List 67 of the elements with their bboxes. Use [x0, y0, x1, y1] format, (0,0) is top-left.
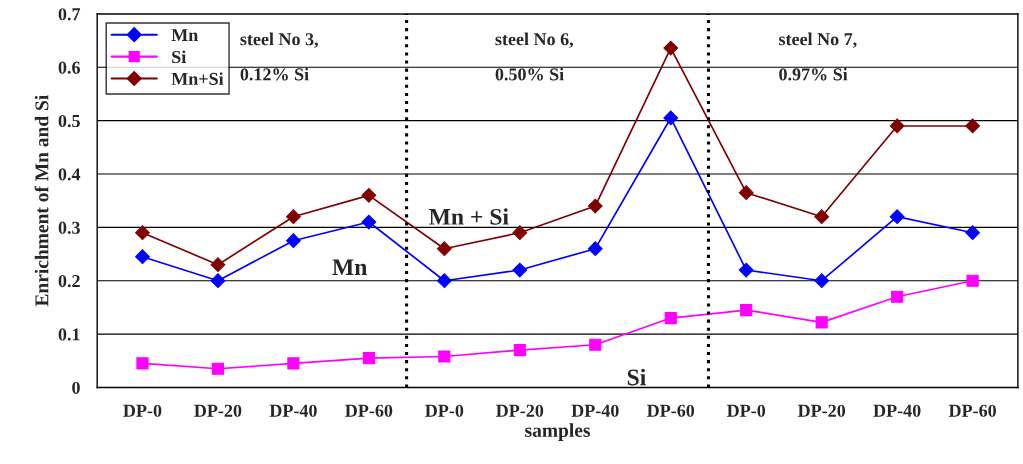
point [287, 357, 300, 370]
x-tick-label: DP-40 [571, 404, 619, 417]
x-tick-label: DP-60 [646, 404, 695, 417]
point [286, 233, 301, 249]
point [587, 241, 603, 257]
y-tick-label: 0.2 [58, 274, 80, 288]
annotation: Si [627, 368, 646, 386]
point [889, 209, 905, 225]
x-tick-label: DP-20 [797, 404, 846, 417]
point [891, 290, 904, 303]
x-tick-label: DP-60 [345, 404, 393, 417]
annotation: steel No 3, 0.12% Si [240, 32, 318, 81]
x-tick-label: DP-40 [873, 404, 921, 417]
point [512, 262, 528, 278]
point [436, 273, 452, 289]
y-tick-label: 0 [72, 381, 80, 394]
point [210, 273, 226, 289]
x-tick-label: DP-20 [496, 404, 544, 417]
x-tick-label: DP-0 [425, 404, 464, 417]
point [814, 209, 830, 225]
point [135, 225, 150, 241]
point [513, 344, 526, 357]
point [211, 362, 225, 375]
point [740, 303, 753, 317]
point [286, 209, 301, 225]
point [814, 273, 830, 289]
y-tick-label: 0.4 [58, 168, 81, 181]
x-tick-label: DP-60 [948, 404, 996, 417]
y-axis-title: Enrichment of Mn and Si [34, 95, 49, 307]
point [135, 249, 150, 265]
point [136, 357, 149, 370]
x-tick-label: DP-20 [194, 404, 242, 417]
x-tick-label: DP-40 [269, 404, 317, 417]
point [738, 185, 754, 201]
legend-label: Mn [171, 29, 199, 41]
annotation: Mn [332, 259, 368, 275]
y-tick-label: 0.1 [58, 328, 80, 341]
point [210, 257, 226, 273]
y-tick-label: 0.7 [58, 8, 81, 21]
y-tick-label: 0.3 [58, 221, 80, 234]
annotation: Mn + Si [429, 208, 509, 225]
legend-label: Mn+Si [171, 72, 224, 85]
point [589, 338, 602, 351]
point [663, 110, 679, 126]
annotation: steel No 6, 0.50% Si [495, 32, 573, 81]
point [361, 187, 377, 203]
point [965, 225, 980, 241]
legend-label: Si [172, 50, 187, 64]
annotation: steel No 7, 0.97% Si [779, 32, 857, 81]
point [361, 214, 377, 230]
y-tick-label: 0.6 [58, 61, 80, 74]
point [965, 118, 980, 134]
point [889, 118, 905, 134]
point [587, 198, 603, 214]
point [664, 312, 677, 325]
x-tick-label: DP-0 [726, 404, 766, 417]
x-axis-title: samples [525, 423, 591, 441]
point [436, 241, 452, 257]
point [362, 352, 375, 365]
point [738, 262, 754, 278]
point [438, 350, 451, 363]
point [663, 40, 679, 56]
point [512, 225, 528, 241]
y-tick-label: 0.5 [58, 114, 80, 128]
point [966, 274, 979, 287]
point [815, 316, 828, 329]
x-tick-label: DP-0 [123, 404, 162, 417]
